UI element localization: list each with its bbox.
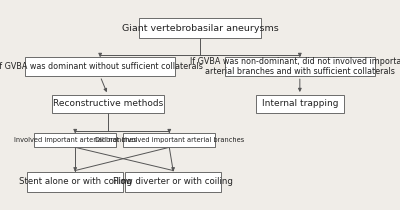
Text: Reconstructive methods: Reconstructive methods <box>53 100 163 109</box>
Text: Did not involved important arterial branches: Did not involved important arterial bran… <box>95 137 244 143</box>
Text: Internal trapping: Internal trapping <box>262 100 338 109</box>
FancyBboxPatch shape <box>34 133 116 147</box>
Text: If GVBA was dominant without sufficient collaterals: If GVBA was dominant without sufficient … <box>0 62 203 71</box>
FancyBboxPatch shape <box>225 57 375 76</box>
FancyBboxPatch shape <box>138 18 262 38</box>
Text: Involved important arterial branches: Involved important arterial branches <box>14 137 137 143</box>
Text: Stent alone or with coiling: Stent alone or with coiling <box>19 177 132 186</box>
FancyBboxPatch shape <box>52 95 164 113</box>
Text: If GVBA was non-dominant, did not involved important
arterial branches and with : If GVBA was non-dominant, did not involv… <box>190 57 400 76</box>
Text: Giant vertebrobasilar aneurysms: Giant vertebrobasilar aneurysms <box>122 24 278 33</box>
FancyBboxPatch shape <box>123 133 215 147</box>
FancyBboxPatch shape <box>125 172 221 192</box>
Text: Flow diverter or with coiling: Flow diverter or with coiling <box>113 177 233 186</box>
FancyBboxPatch shape <box>25 57 175 76</box>
FancyBboxPatch shape <box>256 95 344 113</box>
FancyBboxPatch shape <box>27 172 123 192</box>
